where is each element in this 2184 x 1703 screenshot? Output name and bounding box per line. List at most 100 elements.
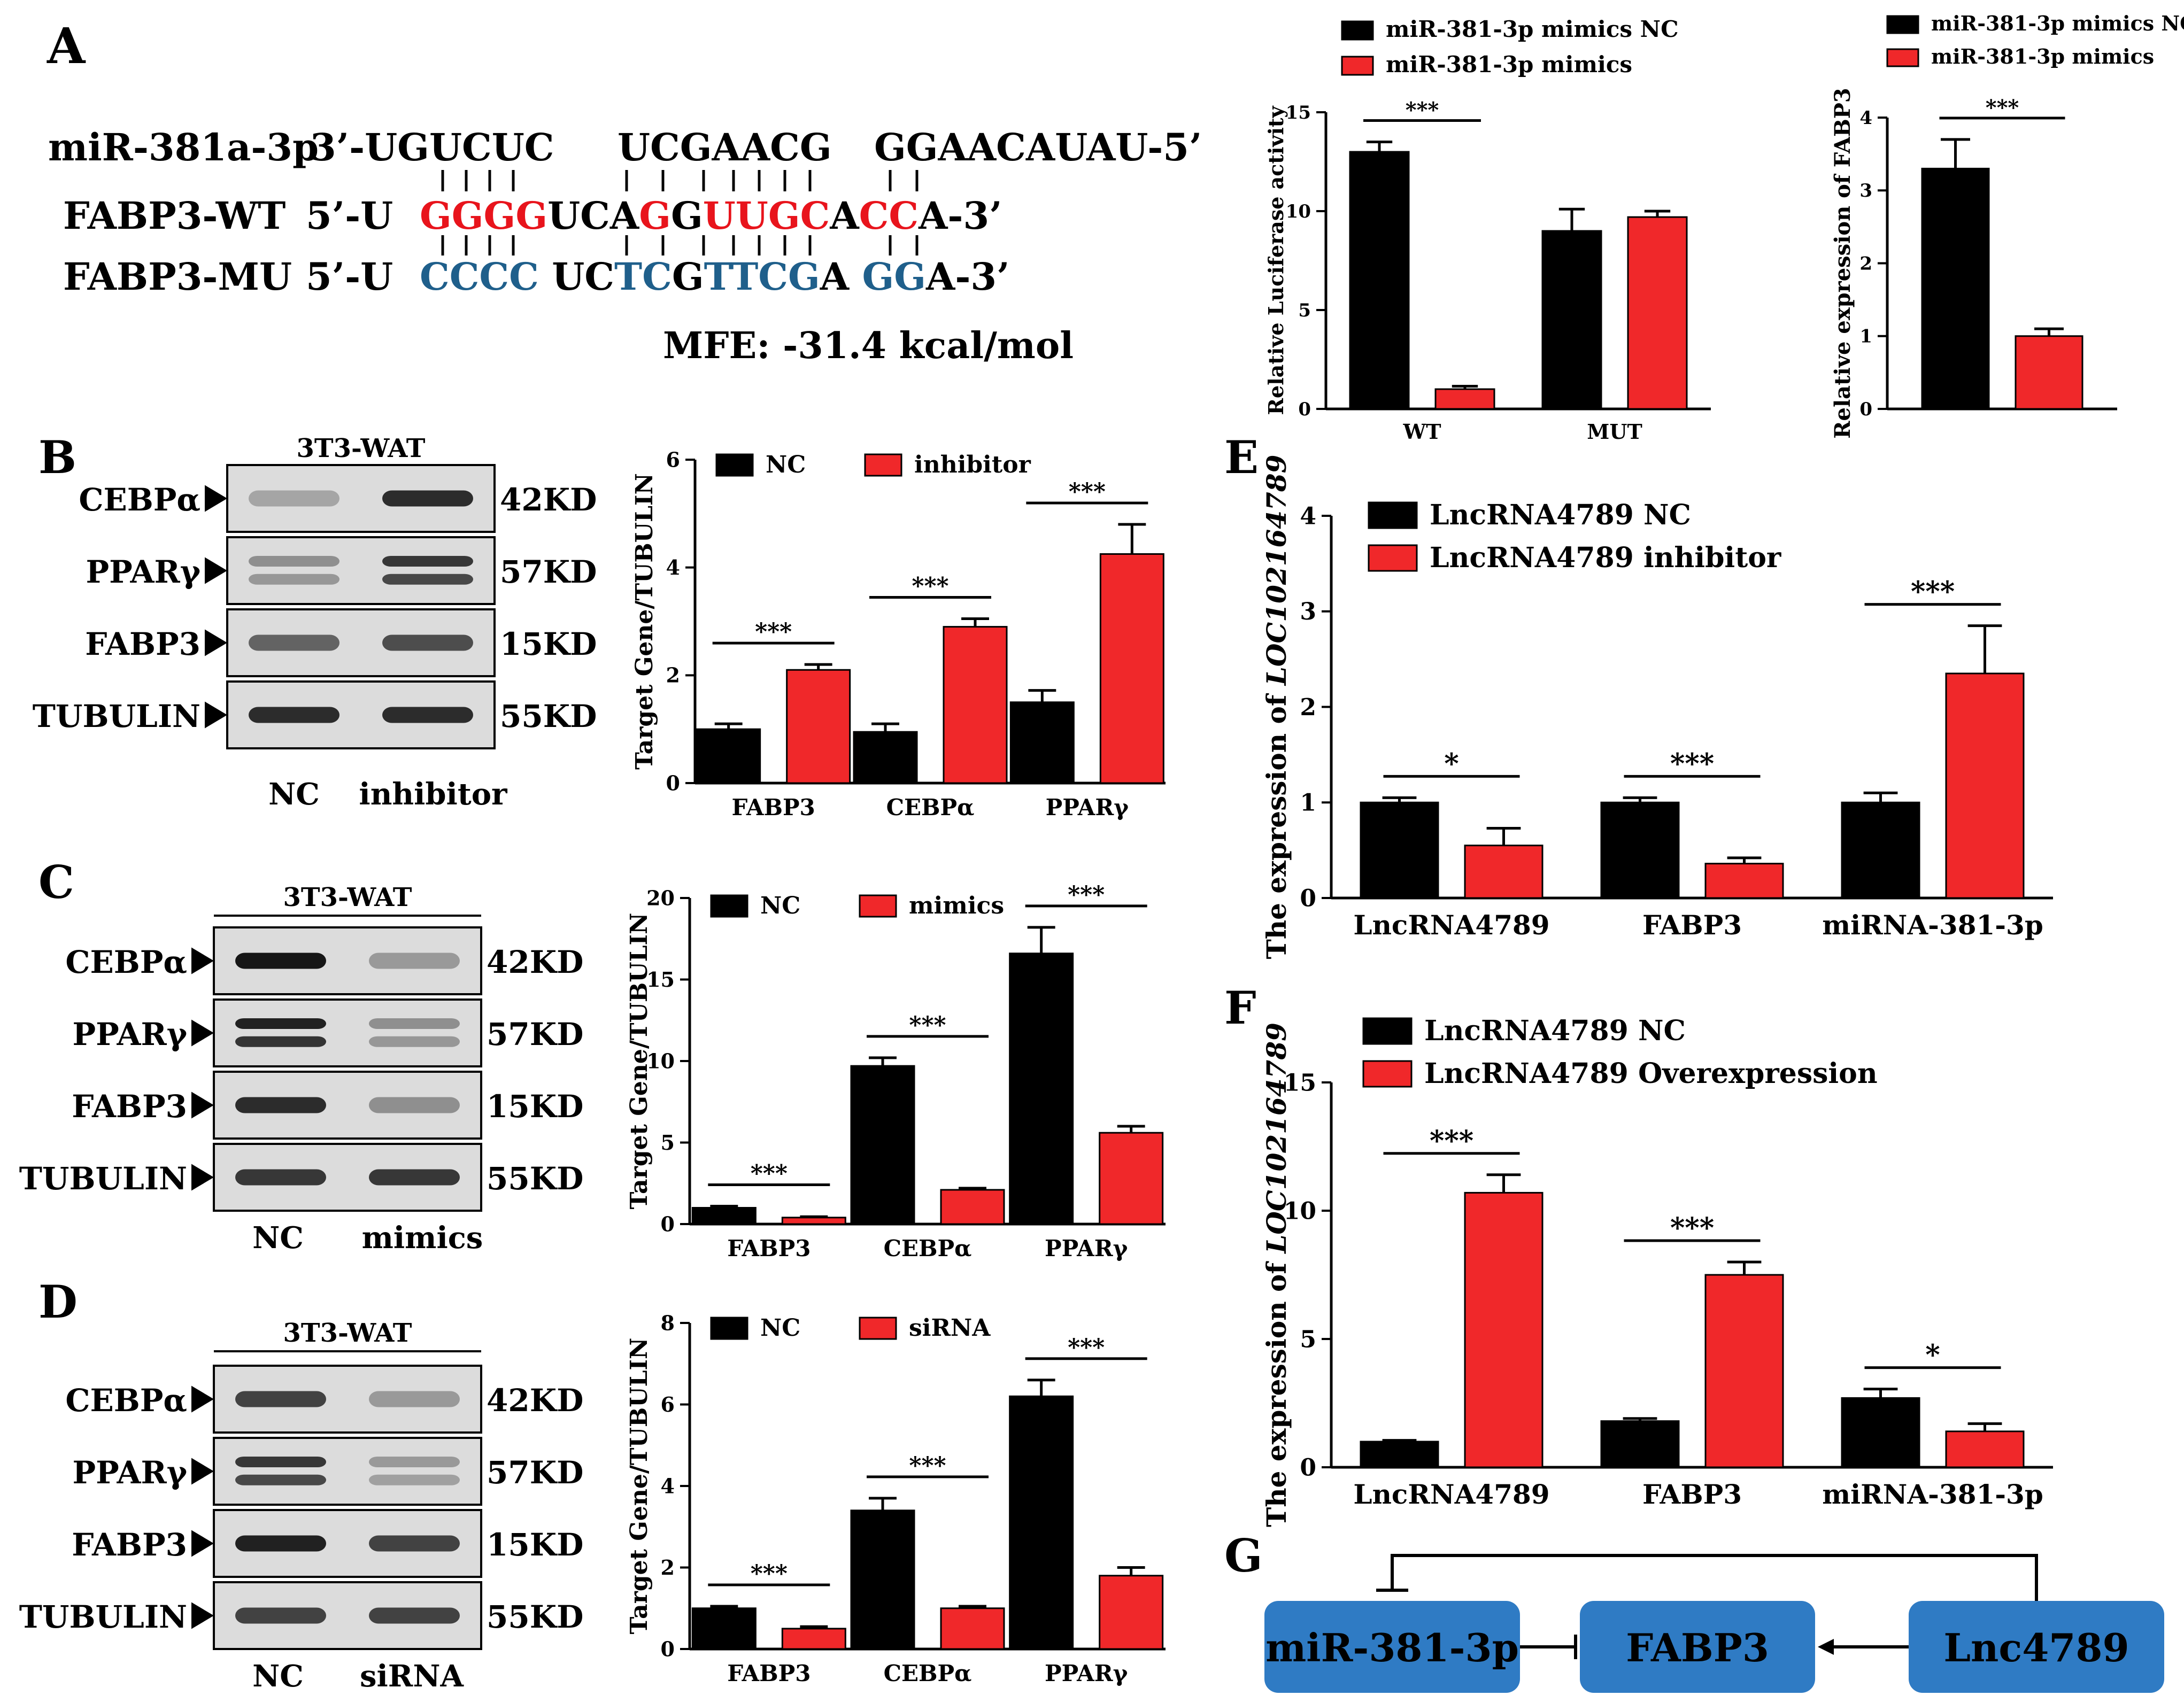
bar-nc: [691, 1607, 757, 1650]
bar-nc: [1009, 953, 1074, 1225]
blot-size-label: 57KD: [487, 1454, 583, 1491]
bar-sirna: [1099, 1575, 1164, 1650]
sequence-segment: A: [829, 193, 860, 238]
sequence-segment: A-3’: [925, 254, 1009, 299]
blot-strip: [226, 536, 496, 605]
blot-band: [249, 490, 339, 507]
bar-nc: [1009, 701, 1075, 784]
blot-band: [249, 556, 339, 567]
blot-band: [235, 1097, 326, 1113]
bar-mir-381-3p-mimics-nc: [1541, 230, 1602, 410]
y-tick-label: 0: [1859, 399, 1872, 420]
lnc-box-label: Lnc4789: [1943, 1625, 2129, 1670]
blot-band: [382, 574, 473, 585]
y-axis-label: Target Gene/TUBULIN: [626, 913, 653, 1210]
mir-seq-b: UCGAACG: [618, 125, 832, 169]
legend-swatch: [715, 453, 754, 477]
legend-swatch: [1362, 1060, 1413, 1088]
panel-label-a: A: [47, 17, 86, 75]
blot-protein-label: CEBPα: [65, 944, 187, 980]
blot-arrow-icon: [205, 485, 227, 512]
bar-mir-381-3p-mimics: [1434, 388, 1495, 410]
bar-lncrna4789-nc: [1600, 1420, 1680, 1468]
inhibit-lnc-to-mir: [1376, 1554, 2038, 1601]
blot-band: [382, 490, 473, 507]
legend-swatch: [1886, 15, 1919, 34]
bar-lncrna4789-overexpression: [1945, 1430, 2025, 1468]
blot-arrow-icon: [191, 1458, 214, 1485]
blot-band: [369, 1607, 460, 1624]
bar-mir-381-3p-mimics-nc: [1349, 151, 1410, 410]
category-label: LncRNA4789: [1353, 1478, 1549, 1510]
bar-sirna: [781, 1628, 846, 1650]
significance-label: ***: [1986, 96, 2019, 120]
sequence-segment: CCCC: [420, 254, 539, 299]
sequence-segment: TC: [614, 254, 672, 299]
panel-label-d: D: [38, 1275, 78, 1328]
sequence-segment: A-3’: [918, 193, 1002, 238]
y-axis-label: Relative Luciferase activity: [1264, 106, 1288, 415]
blot-band: [235, 1391, 326, 1407]
category-label: PPARγ: [1046, 794, 1129, 820]
y-tick-label: 2: [1859, 253, 1872, 274]
significance-label: ***: [1670, 747, 1714, 780]
blot-band: [369, 1169, 460, 1186]
blot-band: [249, 707, 339, 723]
sequence-segment: G: [639, 193, 671, 238]
category-label: miRNA-381-3p: [1822, 1478, 2043, 1510]
legend-swatch: [859, 1317, 897, 1340]
bar-inhibitor: [943, 626, 1008, 784]
blot-band: [369, 1535, 460, 1552]
sequence-segment: TTCG: [704, 254, 820, 299]
panel-a-sequence: A miR-381a-3p 3’-UGUCUC UCGAACG GGAACAUA…: [47, 17, 1202, 367]
bar-nc: [696, 728, 761, 784]
category-label: miRNA-381-3p: [1822, 909, 2043, 941]
significance-label: ***: [1406, 98, 1439, 123]
y-axis-label: The expression of LOC102164789: [1261, 455, 1292, 959]
bar-lncrna4789-overexpression: [1704, 1274, 1784, 1468]
y-tick-label: 0: [661, 1212, 675, 1236]
y-tick-label: 3: [1859, 180, 1872, 202]
bar-lncrna4789-nc: [1841, 801, 1920, 899]
sequence-segment: GG: [862, 254, 926, 299]
legend-swatch: [1362, 1017, 1413, 1045]
significance-label: *: [1444, 747, 1458, 780]
bar-nc: [850, 1510, 915, 1650]
bar-inhibitor: [1099, 553, 1164, 784]
legend-label: LncRNA4789 NC: [1430, 499, 1691, 531]
bar-lncrna4789-inhibitor: [1945, 672, 2025, 899]
blot-header: 3T3-WAT: [297, 434, 426, 463]
blot-band: [369, 1097, 460, 1113]
legend-label: inhibitor: [914, 451, 1031, 478]
legend-label: miR-381-3p mimics NC: [1386, 16, 1679, 42]
bar-lncrna4789-inhibitor: [1464, 845, 1544, 899]
blot-strip: [213, 998, 482, 1067]
blot-lane-label: inhibitor: [359, 777, 508, 812]
y-tick-label: 4: [1300, 502, 1316, 530]
blot-band: [235, 1474, 326, 1485]
blot-band: [382, 707, 473, 723]
category-label: FABP3: [1642, 909, 1742, 941]
wt-prefix: 5’-U: [306, 193, 393, 238]
y-tick-label: 15: [1284, 1069, 1316, 1096]
blot-lane-label: NC: [268, 777, 320, 812]
legend-label: LncRNA4789 Overexpression: [1424, 1057, 1878, 1090]
blot-protein-label: CEBPα: [79, 482, 200, 518]
blot-size-label: 42KD: [487, 1382, 583, 1419]
blot-band: [235, 953, 326, 969]
y-tick-label: 0: [1298, 399, 1311, 420]
significance-label: ***: [1068, 881, 1105, 909]
blot-arrow-icon: [205, 629, 227, 656]
y-tick-label: 2: [666, 663, 680, 687]
blot-arrow-icon: [205, 701, 227, 729]
blot-size-label: 55KD: [487, 1599, 583, 1635]
blot-band: [235, 1457, 326, 1467]
blot-band: [369, 1036, 460, 1047]
legend-swatch: [710, 894, 748, 918]
y-tick-label: 4: [666, 555, 680, 579]
blot-size-label: 15KD: [487, 1527, 583, 1563]
blot-c: 3T3-WAT CEBPα 42KD PPARγ 57KD FABP3 15KD TUBULI…: [19, 883, 584, 1256]
blot-band: [249, 634, 339, 651]
y-tick-label: 2: [1300, 694, 1316, 721]
blot-header: 3T3-WAT: [283, 883, 412, 912]
